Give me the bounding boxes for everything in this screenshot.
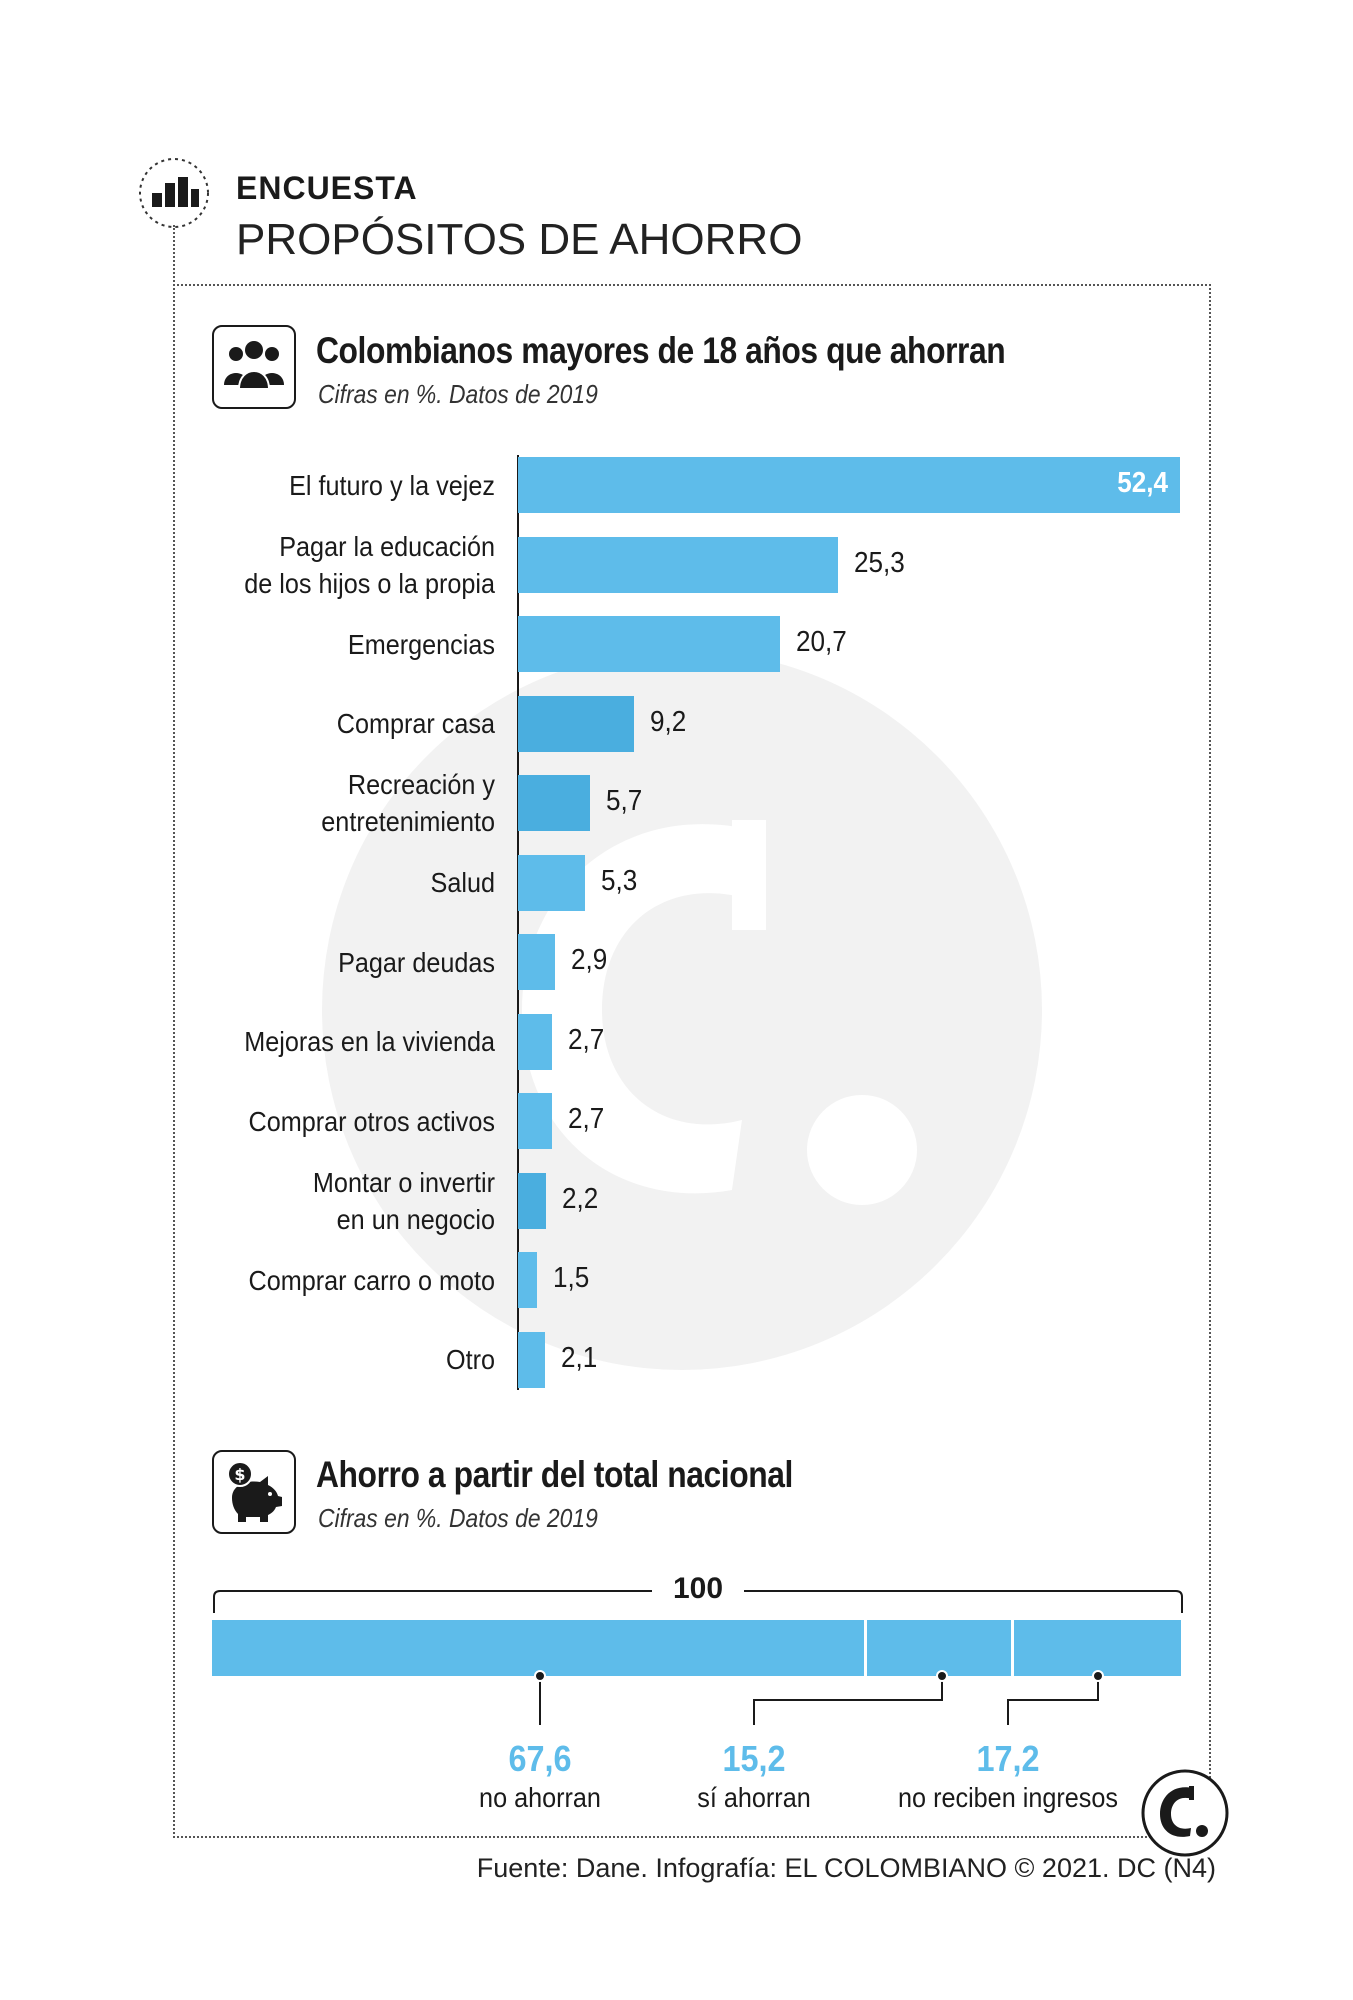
section2-icon-box: $ [212,1450,296,1534]
section2-title: Ahorro a partir del total nacional [316,1454,793,1495]
bar [518,934,555,990]
category-label-line: El futuro y la vejez [289,469,495,501]
category-label-line: Pagar la educación [279,530,495,562]
category-label: Comprar carro o moto [198,1262,495,1299]
section1-icon-box [212,325,296,409]
bar [518,1172,546,1229]
segment-value: 17,2 [976,1738,1040,1779]
bar [518,1331,545,1388]
category-label-line: Otro [445,1344,495,1375]
segment-label: no reciben ingresos [898,1782,1118,1813]
category-label: El futuro y la vejez [198,467,495,504]
dotted-guide-line [173,225,175,1838]
value-label: 25,3 [853,546,905,579]
category-label-line: Recreación y [347,769,495,800]
value-label: 2,9 [570,944,607,976]
segment-value: 67,6 [508,1738,572,1779]
value-label: 5,7 [606,785,643,817]
segment-value: 15,2 [722,1738,786,1779]
category-label: Salud [198,864,495,901]
category-label: Recreación y entretenimiento [198,766,495,840]
people-group-icon [224,341,284,390]
value-label: 52,4 [1117,467,1168,499]
value-label: 5,3 [600,864,638,897]
stack-segment [212,1620,865,1676]
kicker: ENCUESTA [236,170,418,206]
category-label: Emergencias [198,626,495,663]
category-label-line: Comprar otros activos [248,1105,495,1137]
value-label: 2,7 [568,1103,605,1135]
category-label-line: entretenimiento [321,806,495,837]
category-label: Montar o invertir en un negocio [198,1164,495,1238]
source-note: Fuente: Dane. Infografía: EL COLOMBIANO … [476,1853,1216,1883]
segment-label: no ahorran [479,1782,601,1813]
category-label-line: Pagar deudas [338,946,495,978]
value-label: 20,7 [795,626,847,658]
value-label: 2,2 [561,1182,599,1215]
category-label: Mejoras en la vivienda [198,1023,495,1060]
chart-header-icon [139,158,209,228]
category-label-line: en un negocio [336,1203,495,1235]
category-label: Pagar la educación de los hijos o la prop… [198,528,495,602]
headline: PROPÓSITOS DE AHORRO [236,215,803,264]
watermark-logo [322,650,1042,1370]
bar [518,695,635,752]
section1-subtitle: Cifras en %. Datos de 2019 [318,379,598,409]
value-label: 2,7 [568,1023,605,1056]
stack-segment [1014,1620,1181,1676]
svg-text:$: $ [234,1465,245,1484]
category-label-line: Montar o invertir [312,1166,495,1198]
category-label-line: Comprar carro o moto [248,1264,495,1296]
bar [518,1252,537,1308]
axis-line [517,455,519,1390]
total-label: 100 [672,1572,724,1605]
bar [518,457,1180,513]
value-label: 2,1 [560,1341,597,1374]
piggy-bank-icon: $ [227,1461,282,1522]
section1-title: Colombianos mayores de 18 años que ahorr… [316,330,1006,371]
bar [518,536,838,593]
bar [518,1013,553,1070]
category-label-line: Emergencias [347,628,495,660]
section2-subtitle: Cifras en %. Datos de 2019 [318,1503,598,1533]
bar [518,854,585,911]
el-colombiano-logo [1141,1769,1229,1857]
bar [518,616,780,672]
category-label: Comprar casa [198,705,495,742]
category-label-line: Comprar casa [336,708,495,739]
total-bracket [213,1590,1183,1613]
value-label: 1,5 [552,1262,590,1294]
category-label: Comprar otros activos [198,1103,495,1140]
bar [518,1093,553,1149]
segment-label: sí ahorran [697,1782,811,1813]
category-label-line: Salud [430,867,495,898]
category-label: Otro [198,1341,495,1378]
stack-segment [867,1620,1012,1676]
bar [518,775,590,831]
category-label-line: Mejoras en la vivienda [244,1026,495,1057]
infographic-frame [173,284,1211,1838]
category-label: Pagar deudas [198,944,495,981]
value-label: 9,2 [650,705,687,738]
category-label-line: de los hijos o la propia [244,567,495,599]
